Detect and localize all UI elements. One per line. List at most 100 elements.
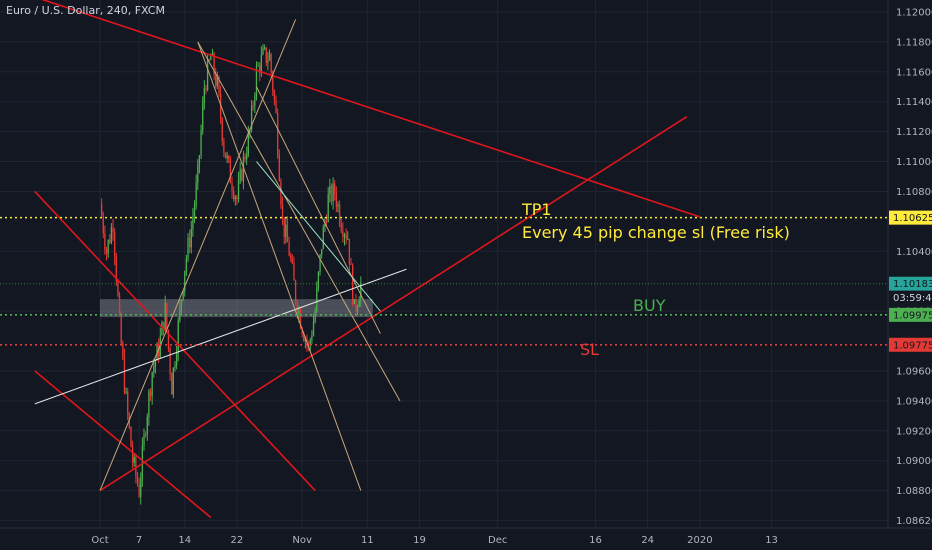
candle-body — [329, 185, 331, 195]
candle-body — [203, 88, 205, 104]
candle-body — [158, 344, 160, 357]
candle-body — [260, 54, 263, 73]
candle-body — [125, 391, 127, 393]
x-tick-label: 7 — [136, 535, 142, 546]
plot-area: TP1 Every 45 pip change sl (Free risk) BUY… — [0, 0, 888, 528]
candle-body — [247, 132, 249, 155]
candle-body — [281, 205, 284, 218]
candle-body — [118, 295, 121, 315]
candle-body — [252, 105, 254, 107]
candle-body — [255, 65, 258, 96]
candle-body — [169, 348, 171, 374]
candle-body — [210, 56, 212, 61]
sl-label: SL — [580, 340, 599, 359]
tp-label: TP1 — [521, 200, 552, 219]
candle-body — [153, 366, 155, 373]
candle-body — [109, 240, 111, 243]
candle-body — [184, 270, 186, 292]
y-tick-label: 1.09200 — [896, 426, 932, 437]
tp-price-tag-bg — [889, 210, 932, 225]
candle-body — [167, 329, 170, 349]
candle-body — [283, 217, 285, 237]
candle-body — [268, 54, 271, 61]
candle-body — [140, 479, 142, 497]
candle-body — [291, 259, 293, 263]
candle-body — [161, 321, 163, 336]
buy-price-tag: 1.09975 — [893, 310, 932, 321]
candle-body — [309, 340, 311, 345]
support-zone — [100, 299, 373, 318]
candle-body — [143, 434, 145, 446]
candle-body — [294, 280, 297, 303]
candle-body — [301, 328, 303, 335]
trendline-8 — [197, 41, 401, 402]
y-tick-label: 1.09000 — [896, 456, 932, 467]
candle-body — [102, 215, 104, 234]
candle-body — [151, 372, 153, 396]
candle-body — [254, 95, 256, 106]
candle-body — [171, 373, 173, 395]
candle-body — [351, 264, 354, 304]
candle-body — [299, 310, 302, 329]
candle-body — [215, 74, 217, 86]
candle-body — [270, 54, 272, 73]
candle-body — [342, 231, 344, 237]
candle-body — [332, 183, 334, 202]
y-tick-label: 1.08800 — [896, 486, 932, 497]
candle-body — [133, 457, 135, 463]
sl-price-tag: 1.09775 — [893, 340, 932, 351]
candle-body — [131, 446, 134, 463]
sl-price-tag-bg — [889, 337, 932, 352]
candle-body — [115, 256, 117, 282]
x-tick-label: 22 — [231, 535, 244, 546]
candle-body — [353, 299, 355, 304]
candle-body — [337, 204, 339, 207]
candle-body — [114, 232, 116, 257]
candle-body — [206, 60, 209, 91]
candle-body — [250, 105, 253, 130]
candle-body — [120, 314, 122, 344]
candle-body — [100, 203, 103, 216]
candle-body — [334, 183, 336, 194]
y-tick-label: 1.11400 — [896, 97, 932, 108]
candle-body — [325, 221, 328, 223]
candle-body — [278, 154, 280, 181]
x-tick-label: 24 — [641, 535, 654, 546]
candle-body — [277, 112, 279, 155]
candle-body — [314, 311, 316, 322]
symbol-title: Euro / U.S. Dollar, 240, FXCM — [6, 4, 165, 17]
candle-body — [324, 221, 326, 228]
countdown-tag: 03:59:46 — [893, 293, 932, 304]
candle-body — [322, 227, 324, 249]
candle-body — [200, 130, 202, 156]
x-tick-label: 19 — [413, 535, 426, 546]
candle-body — [358, 300, 360, 307]
y-tick-label: 1.11800 — [896, 37, 932, 48]
y-tick-label: 1.08620 — [896, 516, 932, 527]
candle-body — [280, 180, 282, 206]
candle-body — [226, 155, 228, 159]
y-tick-label: 1.10800 — [896, 187, 932, 198]
candle-body — [135, 457, 137, 476]
candle-body — [272, 72, 274, 92]
candle-body — [347, 238, 349, 240]
candle-body — [104, 233, 106, 250]
candle-body — [211, 53, 214, 57]
x-tick-label: 13 — [765, 535, 778, 546]
candle-body — [166, 303, 168, 330]
candle-body — [335, 193, 338, 207]
candle-body — [338, 204, 341, 224]
candle-body — [136, 475, 139, 485]
y-tick-label: 1.09600 — [896, 366, 932, 377]
candle-body — [231, 183, 233, 192]
buy-label: BUY — [633, 296, 666, 315]
candle-body — [234, 197, 236, 199]
candle-body — [144, 434, 147, 436]
candle-body — [233, 191, 235, 199]
candle-body — [193, 204, 196, 217]
candle-body — [105, 249, 108, 254]
candle-body — [229, 159, 232, 184]
candle-body — [179, 305, 181, 321]
candle-body — [146, 417, 148, 435]
